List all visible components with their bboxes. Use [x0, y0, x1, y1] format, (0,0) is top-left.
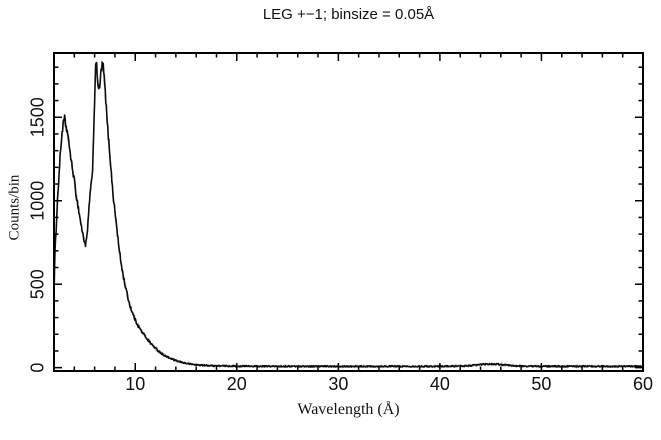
x-tick-label: 50	[531, 374, 551, 394]
x-tick-label: 30	[328, 374, 348, 394]
x-axis-title: Wavelength (Å)	[297, 401, 400, 418]
spectrum-trace	[54, 61, 643, 368]
y-tick-label: 0	[27, 363, 47, 373]
x-tick-label: 20	[227, 374, 247, 394]
y-tick-label: 1000	[27, 181, 47, 221]
x-tick-label: 60	[633, 374, 653, 394]
y-tick-label: 500	[27, 269, 47, 299]
y-tick-label: 1500	[27, 97, 47, 137]
spectrum-fuzz	[54, 60, 643, 369]
chart-title: LEG +−1; binsize = 0.05Å	[262, 6, 435, 23]
x-tick-label: 10	[125, 374, 145, 394]
x-tick-label: 40	[430, 374, 450, 394]
plot-frame	[53, 52, 644, 372]
y-axis-title: Counts/bin	[6, 174, 23, 241]
